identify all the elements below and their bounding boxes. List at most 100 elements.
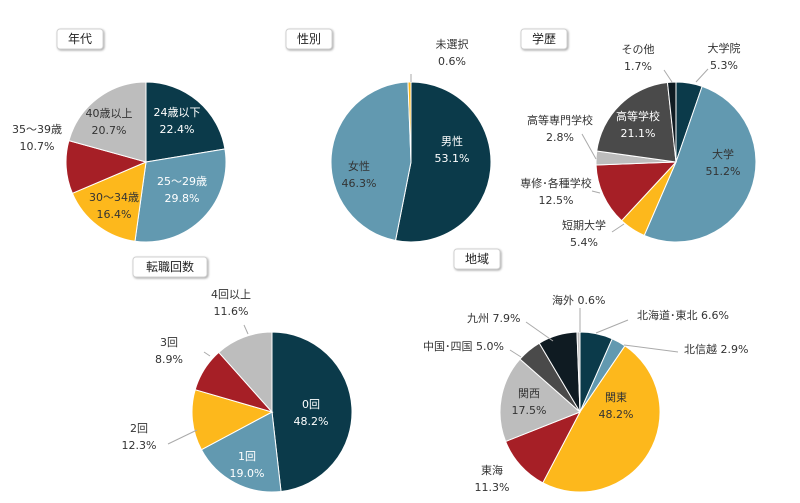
slice-name: 男性	[441, 134, 463, 148]
chart-title-box	[132, 256, 208, 278]
slice-name: 専修･各種学校	[520, 176, 592, 190]
slice-label: 35～39歳 10.7%	[12, 123, 62, 153]
slice-value: 5.4%	[570, 236, 598, 249]
slice-value: 8.9%	[155, 353, 183, 366]
slice-label: 短期大学 5.4%	[562, 218, 606, 249]
slice-label: 九州 7.9%	[467, 312, 520, 325]
slice-value: 51.2%	[706, 165, 741, 178]
chart-title-box	[285, 28, 333, 50]
slice-name: 1回	[238, 450, 256, 463]
pie-slice	[145, 81, 226, 163]
leader-line	[591, 190, 601, 194]
slice-label: 3回 8.9%	[155, 336, 183, 366]
pie-slice	[134, 148, 227, 243]
slice-name: 4回以上	[211, 288, 251, 301]
pie-slice	[68, 81, 147, 163]
leader-line	[595, 319, 629, 334]
slice-value: 17.5%	[512, 404, 547, 417]
slice-label: 大学院 5.3%	[708, 41, 741, 72]
slice-name: 関西	[518, 387, 540, 400]
slice-value: 10.7%	[20, 140, 55, 153]
pie-chart-4: 転職回数 0回 48.2% 1回 19.0% 2回 12.3% 3回 8.9% 4回以上 11.6%	[122, 256, 353, 493]
slice-value: 19.0%	[230, 467, 265, 480]
slice-label: 高等専門学校 2.8%	[527, 113, 593, 144]
pie-slice	[542, 345, 661, 493]
slice-label: 関東 48.2%	[599, 391, 634, 421]
slice-value: 12.5%	[539, 194, 574, 207]
slice-value: 21.1%	[621, 127, 656, 140]
slice-name: 35～39歳	[12, 123, 62, 136]
pie-slice	[330, 81, 412, 242]
slice-name: 関東	[605, 391, 627, 404]
slice-label: 北海道･東北 6.6%	[637, 308, 729, 322]
slice-label: 0回 48.2%	[294, 398, 329, 428]
pie-slice	[643, 85, 757, 243]
slice-name: 25～29歳	[157, 175, 207, 188]
leader-line	[243, 324, 249, 335]
leader-line	[611, 223, 625, 233]
slice-label: 30～34歳 16.4%	[89, 191, 139, 221]
slice-name: 大学	[712, 147, 734, 161]
slice-value: 29.8%	[165, 192, 200, 205]
slice-label: 専修･各種学校 12.5%	[520, 176, 592, 207]
slice-label: 高等学校 21.1%	[616, 109, 660, 140]
slice-value: 0.6%	[438, 55, 466, 68]
chart-title-box	[56, 28, 104, 50]
pie-slice	[595, 161, 678, 222]
slice-label: 2回 12.3%	[122, 422, 157, 452]
slice-value: 2.8%	[546, 131, 574, 144]
slice-label: 北信越 2.9%	[684, 342, 748, 356]
slice-value: 46.3%	[342, 177, 377, 190]
slice-name: 大学院	[708, 41, 741, 55]
slice-value: 5.3%	[710, 59, 738, 72]
pie-slice	[596, 81, 677, 163]
leader-line	[695, 68, 709, 83]
slice-label: 40歳以上 20.7%	[86, 107, 133, 137]
slice-value: 53.1%	[435, 152, 470, 165]
leader-line	[167, 429, 198, 445]
slice-value: 1.7%	[624, 60, 652, 73]
slice-name: その他	[622, 43, 655, 56]
leader-line	[663, 69, 673, 83]
slice-name: 2回	[130, 422, 148, 435]
slice-value: 20.7%	[92, 124, 127, 137]
leader-line	[623, 344, 679, 353]
slice-name: 40歳以上	[86, 107, 133, 120]
slice-name: 3回	[160, 336, 178, 349]
slice-label: 東海 11.3%	[475, 463, 510, 494]
pie-slice	[394, 81, 492, 243]
slice-name: 女性	[348, 159, 370, 173]
slice-value: 48.2%	[599, 408, 634, 421]
slice-value: 48.2%	[294, 415, 329, 428]
slice-label: 25～29歳 29.8%	[157, 175, 207, 205]
pie-slice	[71, 161, 147, 242]
slice-label: 関西 17.5%	[512, 387, 547, 417]
leader-line	[203, 351, 211, 357]
pie-chart-1: 年代 24歳以下 22.4% 25～29歳 29.8% 30～34歳 16.4% 35～39歳…	[12, 28, 227, 243]
slice-value: 22.4%	[160, 123, 195, 136]
slice-label: 女性 46.3%	[342, 159, 377, 190]
slice-label: 1回 19.0%	[230, 450, 265, 480]
slice-name: 短期大学	[562, 218, 606, 232]
slice-name: 24歳以下	[154, 106, 201, 119]
slice-value: 11.6%	[214, 305, 249, 318]
leader-line	[525, 321, 554, 342]
leader-line	[509, 349, 522, 358]
slice-value: 12.3%	[122, 439, 157, 452]
chart-title-box	[520, 28, 568, 50]
slice-label: 中国･四国 5.0%	[423, 340, 504, 353]
pie-slice	[218, 331, 273, 414]
slice-value: 11.3%	[475, 481, 510, 494]
leader-line	[581, 133, 597, 160]
slice-name: 未選択	[436, 37, 469, 51]
pie-slice	[191, 389, 274, 451]
slice-label: その他 1.7%	[622, 43, 655, 73]
pie-slice	[200, 411, 282, 493]
slice-label: 未選択 0.6%	[436, 37, 469, 68]
slice-label: 大学 51.2%	[706, 147, 741, 178]
chart-title-box	[453, 248, 501, 270]
